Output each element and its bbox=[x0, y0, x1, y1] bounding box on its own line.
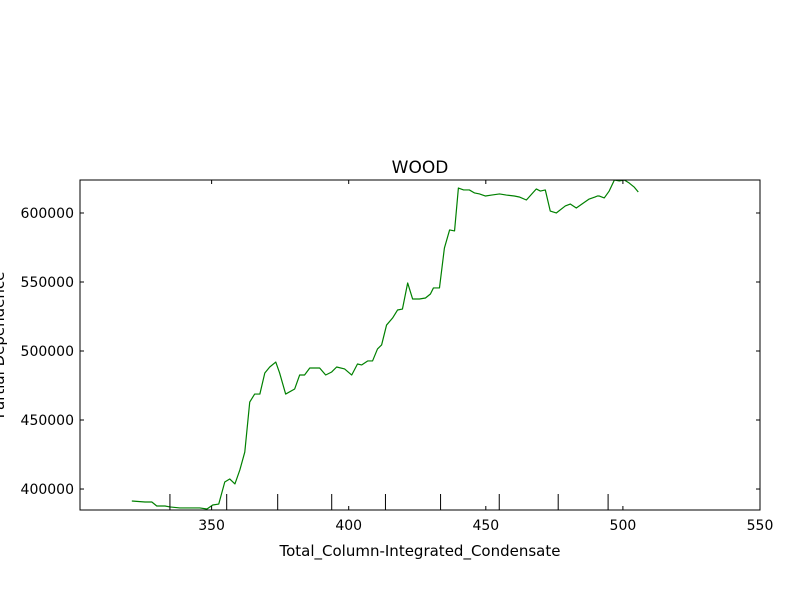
y-tick-label: 600000 bbox=[21, 206, 74, 222]
y-tick-label: 500000 bbox=[21, 344, 74, 360]
y-axis-label: Partial Dependence bbox=[0, 272, 8, 419]
x-tick-label: 550 bbox=[747, 518, 774, 534]
data-line bbox=[131, 180, 639, 510]
plot-area bbox=[131, 180, 639, 510]
chart-title: WOOD bbox=[392, 158, 449, 178]
y-tick-label: 450000 bbox=[21, 413, 74, 429]
x-tick-label: 450 bbox=[472, 518, 499, 534]
x-axis-label: Total_Column-Integrated_Condensate bbox=[279, 542, 561, 561]
x-tick-label: 350 bbox=[198, 518, 225, 534]
x-tick-label: 400 bbox=[335, 518, 362, 534]
y-tick-label: 550000 bbox=[21, 275, 74, 291]
x-tick-label: 500 bbox=[610, 518, 637, 534]
y-tick-label: 400000 bbox=[21, 482, 74, 498]
plot-frame bbox=[79, 179, 761, 511]
